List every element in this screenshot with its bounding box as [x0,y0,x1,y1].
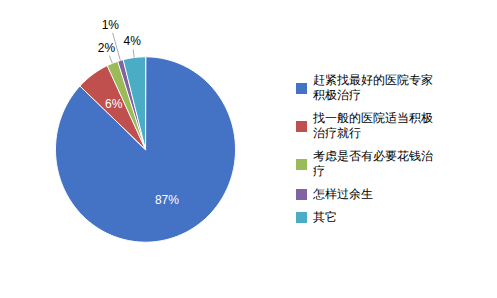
svg-text:1%: 1% [102,18,120,32]
svg-text:4%: 4% [124,34,142,48]
svg-text:2%: 2% [98,41,116,55]
svg-text:87%: 87% [155,193,179,207]
html-text:赶紧找最好的医院专家 积极治疗: 赶紧找最好的医院专家 积极治疗 [313,73,433,102]
svg-text:6%: 6% [105,97,123,111]
html-text:找一般的医院适当积极 治疗就行: 找一般的医院适当积极 治疗就行 [313,111,433,140]
html-text:考虑是否有必要花钱治 疗: 考虑是否有必要花钱治 疗 [313,149,433,178]
html-text:其它: 其它 [313,210,337,224]
html-text:怎样过余生: 怎样过余生 [313,187,373,201]
